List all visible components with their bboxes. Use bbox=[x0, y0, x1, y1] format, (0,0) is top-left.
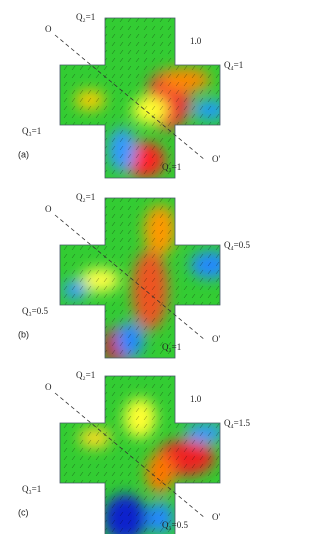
flow-label: Q₃=1 bbox=[22, 126, 41, 136]
flow-label: Q₃=1 bbox=[22, 484, 41, 494]
flow-label: O bbox=[45, 204, 52, 214]
flow-label: O' bbox=[212, 334, 220, 344]
flow-label: Q₁=1 bbox=[162, 342, 181, 352]
flow-label: Q₃=0.5 bbox=[22, 306, 48, 316]
panel-label: (c) bbox=[18, 507, 29, 517]
panel: O Q₂=1 1.0 Q₄=1.5 Q₃=1 Q₁=0.5 O' (c) bbox=[18, 368, 250, 534]
panel: O Q₂=1 1.0 Q₄=1 Q₃=1 Q₁=1 O' (a) bbox=[18, 10, 243, 185]
flow-label: O bbox=[45, 24, 52, 34]
flow-label: O' bbox=[212, 154, 220, 164]
flow-label: O' bbox=[212, 512, 220, 522]
panel: O Q₂=1 Q₄=0.5 Q₃=0.5 Q₁=1 O' (b) bbox=[18, 190, 250, 365]
flow-field bbox=[55, 368, 225, 534]
flow-label: 1.0 bbox=[190, 394, 202, 404]
flow-label: Q₂=1 bbox=[76, 370, 95, 380]
flow-label: Q₂=1 bbox=[76, 192, 95, 202]
flow-label: Q₄=1 bbox=[224, 60, 243, 70]
flow-label: Q₁=1 bbox=[162, 162, 181, 172]
figure: O Q₂=1 1.0 Q₄=1 Q₃=1 Q₁=1 O' (a) O Q₂=1 Q₄=0.5 Q₃=0… bbox=[0, 0, 261, 534]
flow-label: Q₄=0.5 bbox=[224, 240, 250, 250]
flow-label: 1.0 bbox=[190, 36, 202, 46]
flow-field bbox=[55, 10, 228, 185]
flow-label: Q₄=1.5 bbox=[224, 418, 250, 428]
flow-field bbox=[55, 190, 230, 365]
panel-label: (a) bbox=[18, 149, 29, 159]
flow-label: O bbox=[45, 382, 52, 392]
panel-label: (b) bbox=[18, 329, 29, 339]
flow-label: Q₁=0.5 bbox=[162, 520, 188, 530]
flow-label: Q₂=1 bbox=[76, 12, 95, 22]
